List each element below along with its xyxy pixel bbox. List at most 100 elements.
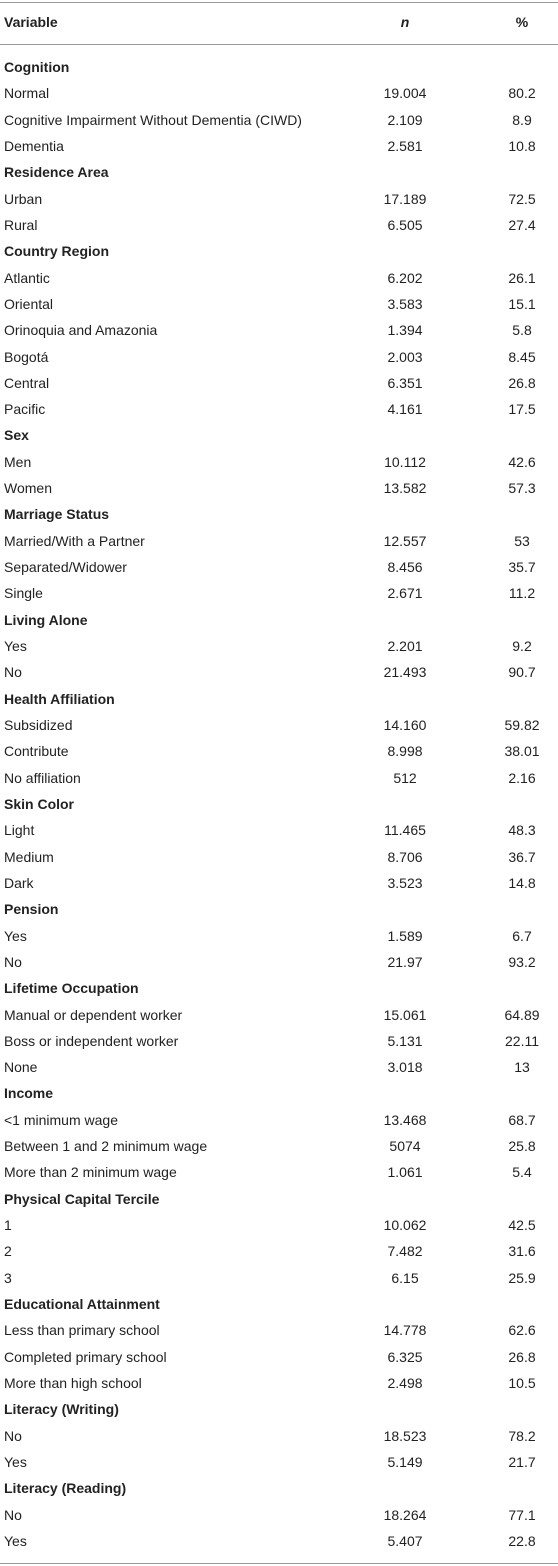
header-rule xyxy=(0,44,558,45)
cell-value: 42.6 xyxy=(508,453,536,470)
row-label: Manual or dependent worker xyxy=(4,1006,183,1023)
cell-value: 6.15 xyxy=(391,1269,419,1286)
cell-value: 26.8 xyxy=(508,374,536,391)
section-title: Living Alone xyxy=(4,611,88,628)
section-title: Literacy (Writing) xyxy=(4,1401,119,1418)
cell-value: 12.557 xyxy=(383,532,427,549)
row-label: Medium xyxy=(4,848,54,865)
column-header: n xyxy=(400,14,410,30)
cell-value: 8.998 xyxy=(387,743,423,760)
section-title: Physical Capital Tercile xyxy=(4,1190,160,1207)
row-label: Men xyxy=(4,453,32,470)
cell-value: 6.325 xyxy=(387,1348,423,1365)
cell-value: 27.4 xyxy=(508,216,536,233)
cell-value: 59.82 xyxy=(504,717,540,733)
cell-value: 6.7 xyxy=(512,927,532,944)
row-label: Light xyxy=(4,822,35,839)
cell-value: 3.523 xyxy=(387,874,423,891)
cell-value: 93.2 xyxy=(508,953,536,970)
cell-value: 26.8 xyxy=(508,1348,536,1365)
cell-value: 21.493 xyxy=(383,664,427,681)
cell-value: 22.11 xyxy=(505,1032,539,1049)
row-label: More than high school xyxy=(4,1375,142,1391)
cell-value: 6.505 xyxy=(387,216,423,233)
row-label: Single xyxy=(4,585,43,602)
row-label: Pacific xyxy=(4,401,46,418)
cell-value: 25.9 xyxy=(508,1269,536,1286)
cell-value: 78.2 xyxy=(508,1427,536,1444)
cell-value: 64.89 xyxy=(504,1006,540,1023)
cell-value: 5074 xyxy=(389,1138,421,1155)
section-title: Skin Color xyxy=(4,795,75,812)
row-label: Completed primary school xyxy=(4,1348,167,1365)
cell-value: 8.9 xyxy=(512,111,532,128)
cell-value: 19.004 xyxy=(383,85,427,102)
row-label: No xyxy=(4,953,22,970)
cell-value: 14.8 xyxy=(508,874,536,891)
cell-value: 5.149 xyxy=(387,1453,423,1470)
cell-value: 11.2 xyxy=(508,585,536,602)
row-label: Yes xyxy=(4,1532,27,1549)
cell-value: 5.4 xyxy=(512,1164,532,1181)
cell-value: 8.45 xyxy=(508,348,536,365)
row-label: None xyxy=(4,1059,38,1076)
section-title: Income xyxy=(4,1085,54,1102)
cell-value: 42.5 xyxy=(508,1217,536,1234)
cell-value: 26.1 xyxy=(508,269,536,286)
cell-value: 35.7 xyxy=(508,559,536,576)
cell-value: 5.131 xyxy=(387,1032,423,1049)
row-label: Atlantic xyxy=(4,269,50,286)
cell-value: 1.394 xyxy=(387,322,423,339)
cell-value: 15.1 xyxy=(508,295,536,312)
cell-value: 9.2 xyxy=(512,638,532,655)
row-label: Bogotá xyxy=(4,348,49,365)
row-label: Cognitive Impairment Without Dementia (C… xyxy=(4,111,302,128)
cell-value: 11.465 xyxy=(384,822,426,839)
cell-value: 72.5 xyxy=(508,190,536,207)
cell-value: 5.407 xyxy=(387,1532,423,1549)
cell-value: 77.1 xyxy=(508,1506,536,1523)
cell-value: 18.523 xyxy=(383,1427,427,1444)
row-label: More than 2 minimum wage xyxy=(4,1164,177,1181)
row-label: Less than primary school xyxy=(4,1322,160,1339)
cell-value: 10.5 xyxy=(508,1375,536,1391)
section-title: Literacy (Reading) xyxy=(4,1480,127,1497)
row-label: No xyxy=(4,664,22,681)
section-title: Cognition xyxy=(4,59,70,75)
cell-value: 8.706 xyxy=(387,848,423,865)
cell-value: 36.7 xyxy=(508,848,536,865)
row-label: Married/With a Partner xyxy=(4,532,145,549)
cell-value: 10.062 xyxy=(383,1217,427,1234)
row-label: Women xyxy=(4,480,52,497)
row-label: 1 xyxy=(4,1217,12,1234)
cell-value: 22.8 xyxy=(508,1532,536,1549)
section-title: Marriage Status xyxy=(4,506,110,523)
cell-value: 53 xyxy=(514,532,530,549)
top-rule xyxy=(0,2,558,3)
row-label: Contribute xyxy=(4,743,69,760)
cell-value: 31.6 xyxy=(508,1243,536,1260)
row-label: No xyxy=(4,1427,22,1444)
row-label: 3 xyxy=(4,1269,12,1286)
cell-value: 5.8 xyxy=(512,322,532,339)
cell-value: 2.16 xyxy=(508,769,536,786)
cell-value: 57.3 xyxy=(508,480,536,497)
cell-value: 25.8 xyxy=(508,1138,536,1155)
row-label: Separated/Widower xyxy=(4,559,127,576)
row-label: Yes xyxy=(4,1453,27,1470)
cell-value: 2.109 xyxy=(387,111,423,128)
row-label: Rural xyxy=(4,216,38,233)
row-label: Central xyxy=(4,374,50,391)
column-header: Variable xyxy=(4,14,58,30)
cell-value: 2.671 xyxy=(387,585,423,602)
cell-value: 1.061 xyxy=(387,1164,423,1181)
cell-value: 13 xyxy=(514,1059,530,1076)
row-label: <1 minimum wage xyxy=(4,1111,118,1128)
cell-value: 3.583 xyxy=(387,295,423,312)
cell-value: 13.468 xyxy=(383,1111,427,1128)
cell-value: 2.581 xyxy=(387,137,423,154)
row-label: 2 xyxy=(4,1243,12,1260)
cell-value: 18.264 xyxy=(383,1506,427,1523)
section-title: Country Region xyxy=(4,243,109,260)
row-label: Subsidized xyxy=(4,717,73,733)
